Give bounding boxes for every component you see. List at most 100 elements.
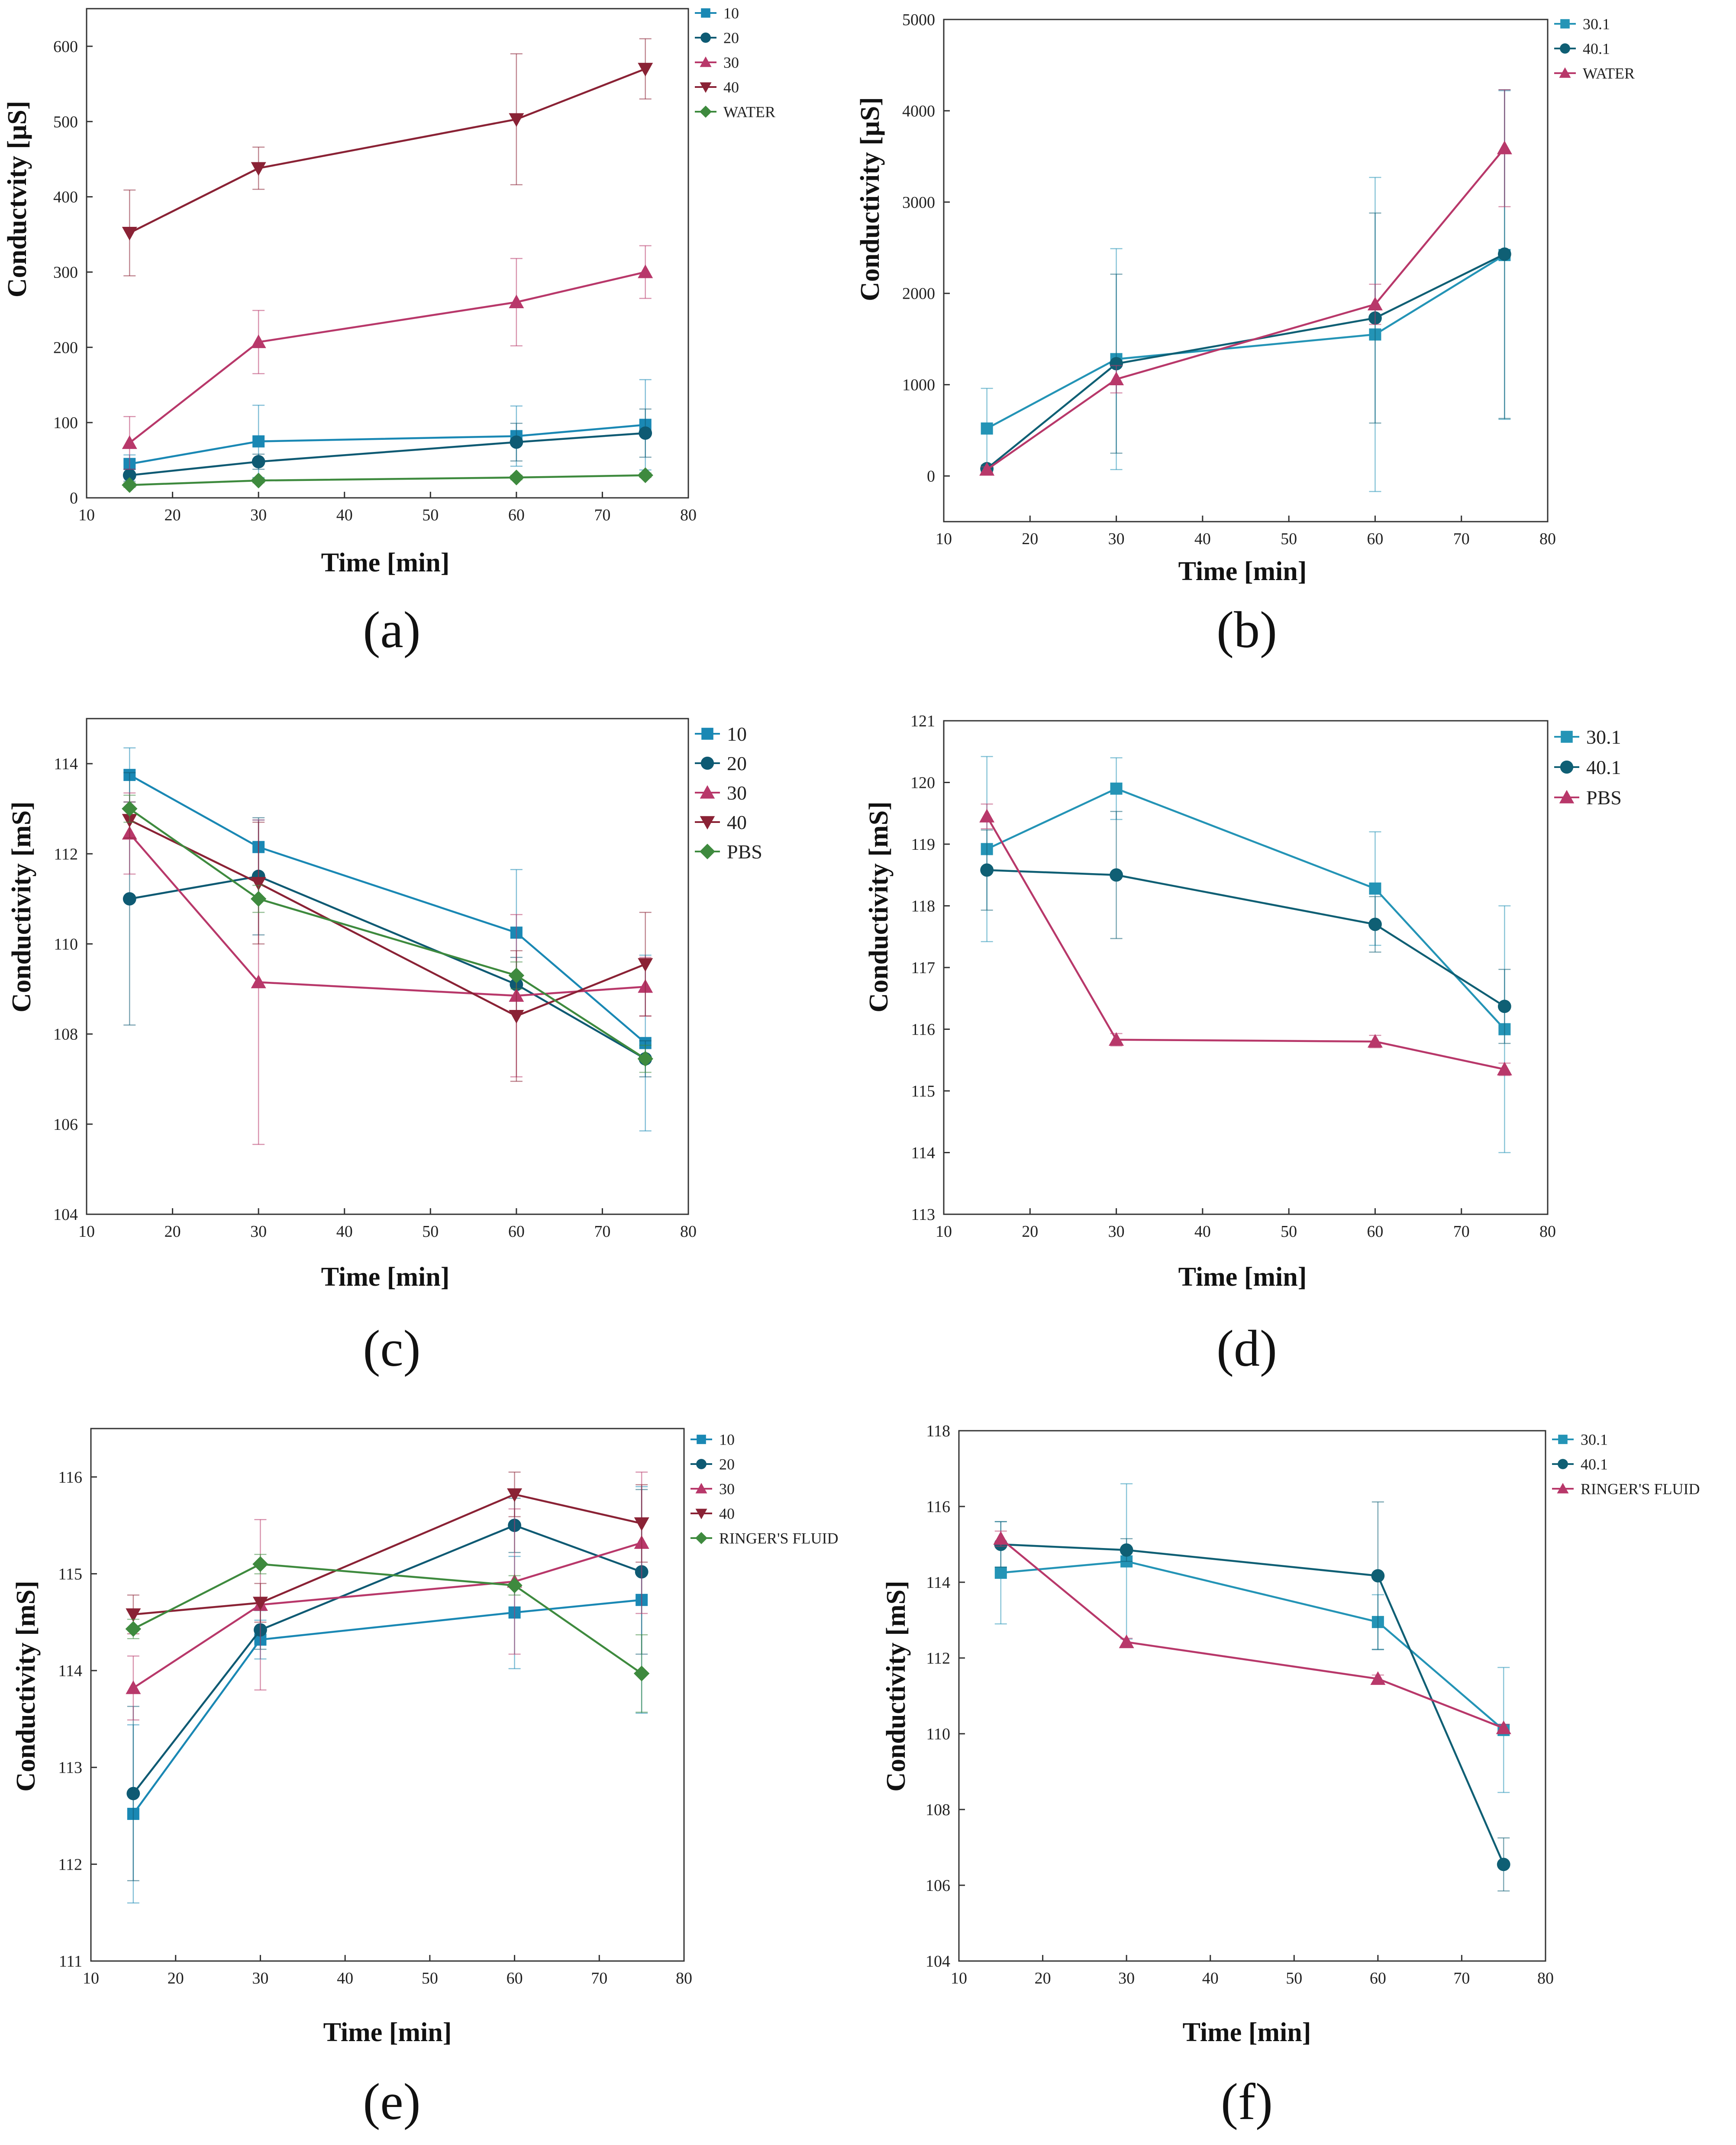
data-point [1109, 371, 1124, 385]
legend-label: 40 [723, 79, 739, 96]
plot-frame [86, 8, 689, 499]
x-axis-label: Time [min] [321, 1262, 450, 1292]
y-tick-label: 600 [53, 38, 78, 56]
panel-label: (c) [363, 1319, 420, 1377]
x-tick-label: 20 [165, 1222, 181, 1241]
legend-label: 20 [727, 752, 747, 774]
y-tick-label: 106 [53, 1116, 78, 1134]
legend-label: PBS [727, 841, 762, 863]
x-tick-label: 80 [1539, 1222, 1556, 1241]
y-axis-label: Conductivity [mS] [864, 801, 894, 1012]
data-point [250, 472, 267, 489]
data-point [126, 1680, 141, 1694]
data-point [122, 227, 137, 241]
data-point [1109, 1032, 1124, 1046]
x-axis-label: Time [min] [1178, 557, 1307, 586]
data-point [1368, 917, 1382, 931]
legend-marker [701, 8, 710, 18]
panel-label: (e) [363, 2073, 420, 2130]
data-point [634, 1517, 649, 1531]
y-tick-label: 120 [910, 774, 935, 792]
data-point [126, 1608, 141, 1622]
data-point [979, 809, 995, 823]
data-point [1370, 1671, 1386, 1685]
data-point [637, 467, 653, 484]
y-tick-label: 114 [926, 1574, 950, 1592]
series-ringer-s-fluid [125, 1554, 650, 1713]
legend-marker [700, 756, 714, 770]
x-tick-label: 80 [676, 1969, 692, 1987]
data-point [1369, 882, 1381, 895]
x-tick-label: 70 [594, 1222, 610, 1241]
legend-label: 30.1 [1581, 1431, 1608, 1448]
series-line [129, 832, 645, 997]
legend-marker [695, 1483, 707, 1493]
legend-marker [1560, 760, 1574, 774]
legend-marker [699, 105, 712, 118]
x-tick-label: 50 [422, 506, 439, 524]
legend-marker [700, 32, 711, 43]
plot-frame [958, 1430, 1546, 1962]
legend-label: 20 [719, 1456, 735, 1473]
data-point [1371, 1569, 1385, 1583]
x-tick-label: 20 [1022, 1222, 1038, 1241]
data-point [508, 968, 525, 984]
x-tick-label: 60 [1367, 530, 1383, 548]
y-tick-label: 113 [58, 1759, 82, 1777]
panel-label: (a) [363, 601, 420, 658]
y-axis-label: Conductvity [µS] [3, 101, 32, 297]
data-point [979, 462, 995, 476]
legend-label: WATER [723, 103, 775, 121]
legend-marker [697, 1435, 706, 1444]
data-point [123, 892, 136, 906]
x-tick-label: 40 [336, 506, 353, 524]
y-tick-label: 5000 [902, 11, 935, 29]
data-point [126, 1787, 140, 1800]
y-tick-label: 119 [911, 835, 935, 854]
series-line [132, 1524, 642, 1794]
legend-marker [700, 816, 715, 830]
legend-item: 20 [691, 1456, 735, 1473]
x-tick-label: 70 [594, 506, 610, 524]
data-point [638, 264, 653, 278]
chart-panel-a: Conductvity [µS] Time [min] (a) 10 20 30 40… [3, 5, 775, 658]
legend-item: 40.1 [1554, 756, 1621, 778]
x-tick-label: 50 [1281, 530, 1297, 548]
data-point [981, 422, 993, 435]
series-line [1000, 1543, 1505, 1865]
legend-marker [1559, 790, 1575, 803]
data-point [507, 1577, 523, 1593]
x-tick-label: 80 [680, 1222, 697, 1241]
y-tick-label: 116 [911, 1021, 935, 1039]
panel-label: (f) [1221, 2073, 1273, 2130]
x-tick-label: 10 [936, 1222, 952, 1241]
series-line [132, 1599, 642, 1815]
series-40 [122, 801, 653, 1082]
x-axis-label: Time [min] [1183, 2018, 1311, 2047]
x-tick-label: 50 [1286, 1969, 1302, 1987]
x-tick-label: 80 [1537, 1969, 1554, 1987]
x-tick-label: 30 [1108, 1222, 1125, 1241]
x-tick-label: 40 [1202, 1969, 1219, 1987]
data-point [510, 435, 523, 449]
legend-item: 30.1 [1554, 726, 1621, 748]
data-point [1497, 247, 1511, 261]
series-line [129, 819, 646, 1017]
data-point [251, 162, 266, 176]
legend-marker [1560, 19, 1570, 29]
y-axis-label: Conductivity [mS] [881, 1581, 911, 1791]
data-point [1119, 1634, 1134, 1648]
x-axis-label: Time [min] [1178, 1262, 1307, 1292]
x-tick-label: 50 [422, 1222, 439, 1241]
legend-item: 30 [695, 54, 739, 71]
legend-label: 40.1 [1586, 756, 1621, 778]
legend-label: 10 [723, 5, 739, 22]
legend-item: WATER [695, 103, 775, 121]
legend-label: RINGER'S FLUID [719, 1530, 839, 1547]
x-tick-label: 50 [422, 1969, 438, 1987]
y-tick-label: 118 [926, 1422, 950, 1440]
data-point [1367, 297, 1383, 311]
data-point [1110, 868, 1123, 882]
y-tick-label: 4000 [902, 102, 935, 120]
